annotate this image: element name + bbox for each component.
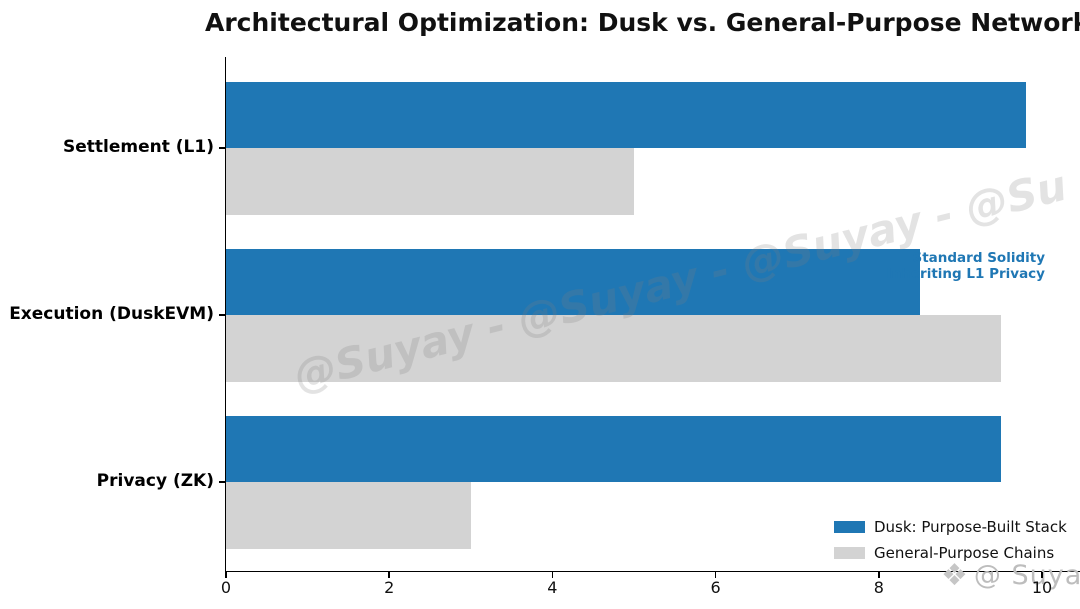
bar-general-2 bbox=[226, 315, 1002, 382]
x-axis-spine bbox=[224, 570, 1080, 573]
bar-general-1 bbox=[226, 148, 634, 215]
x-tick-label-10: 10 bbox=[1031, 578, 1053, 597]
watermark-logo: ❖ @ Suyay bbox=[941, 561, 1080, 591]
legend-swatch-dusk bbox=[834, 521, 865, 533]
legend-swatch-general bbox=[834, 547, 865, 559]
y-axis-spine bbox=[224, 57, 227, 571]
watermark-logo-text: @ Suyay bbox=[973, 560, 1080, 591]
x-tick-label-6: 6 bbox=[710, 578, 721, 597]
legend-label-general: General-Purpose Chains bbox=[874, 544, 1055, 562]
x-tick-mark-8 bbox=[878, 572, 880, 578]
diamond-ornament-icon: ❖ bbox=[941, 558, 968, 593]
y-tick-mark-1 bbox=[218, 147, 225, 149]
x-tick-label-4: 4 bbox=[547, 578, 558, 597]
x-tick-label-2: 2 bbox=[384, 578, 395, 597]
bar-annotation-line2: Inheriting L1 Privacy bbox=[886, 266, 1045, 282]
x-tick-label-0: 0 bbox=[220, 578, 232, 597]
y-category-label-2: Execution (DuskEVM) bbox=[9, 304, 214, 324]
legend-item-dusk: Dusk: Purpose-Built Stack bbox=[834, 518, 1067, 536]
x-tick-mark-0 bbox=[225, 572, 227, 578]
bar-annotation: Standard Solidity Inheriting L1 Privacy bbox=[845, 250, 1045, 282]
x-tick-mark-10 bbox=[1041, 572, 1043, 578]
x-tick-mark-6 bbox=[714, 572, 717, 578]
x-tick-label-8: 8 bbox=[873, 578, 884, 597]
y-category-label-1: Settlement (L1) bbox=[63, 137, 214, 157]
y-category-label-3: Privacy (ZK) bbox=[96, 471, 214, 491]
legend: Dusk: Purpose-Built Stack General-Purpos… bbox=[834, 518, 1067, 562]
bar-annotation-line1: Standard Solidity bbox=[912, 250, 1046, 266]
legend-label-dusk: Dusk: Purpose-Built Stack bbox=[874, 518, 1067, 536]
legend-item-general: General-Purpose Chains bbox=[834, 544, 1067, 562]
y-tick-mark-3 bbox=[218, 481, 225, 483]
x-tick-mark-2 bbox=[388, 572, 390, 578]
bar-dusk-2 bbox=[226, 248, 920, 315]
bar-dusk-3 bbox=[226, 415, 1002, 482]
bar-general-3 bbox=[226, 482, 471, 549]
x-tick-mark-4 bbox=[551, 572, 554, 578]
y-tick-mark-2 bbox=[218, 314, 225, 316]
bar-dusk-1 bbox=[226, 81, 1026, 148]
chart-title: Architectural Optimization: Dusk vs. Gen… bbox=[205, 8, 1080, 37]
